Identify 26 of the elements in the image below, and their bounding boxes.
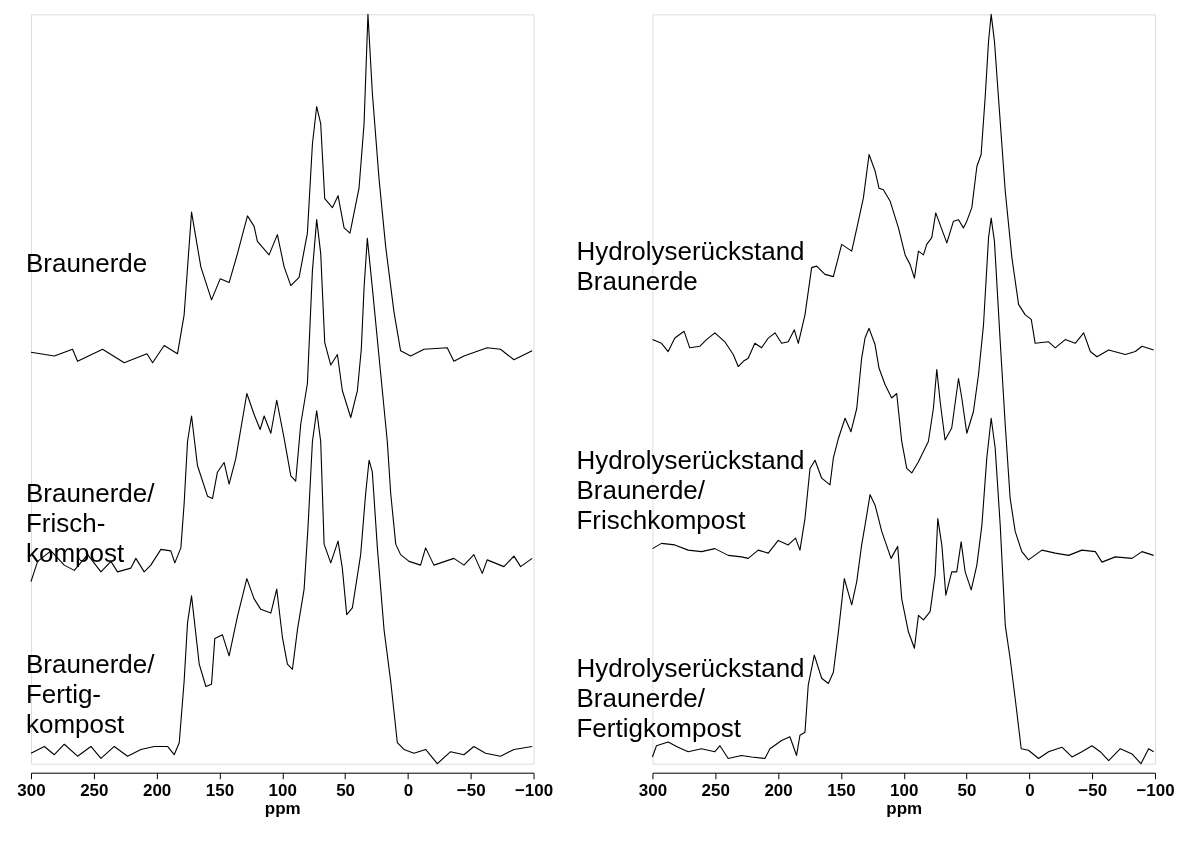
x-tick-label: −100 xyxy=(1136,781,1175,801)
x-axis-title: ppm xyxy=(264,799,301,819)
x-tick-label: −100 xyxy=(514,781,554,801)
x-tick-label: 250 xyxy=(701,781,730,801)
x-tick-label: 300 xyxy=(17,781,46,801)
x-tick-label: 300 xyxy=(638,781,668,801)
x-tick-label: −50 xyxy=(1078,781,1108,801)
x-tick-label: 200 xyxy=(764,781,793,801)
series-label: Braunerde/ Fertig- kompost xyxy=(25,649,156,740)
x-axis-title: ppm xyxy=(886,799,923,819)
x-tick-label: 150 xyxy=(827,781,856,801)
x-tick-label: 250 xyxy=(80,781,109,801)
series-label: Braunerde xyxy=(25,248,148,279)
series-label: Hydrolyserückstand Braunerde xyxy=(576,235,805,296)
x-tick-label: 0 xyxy=(403,781,414,801)
series-label: Braunerde/ Frisch- kompost xyxy=(25,477,156,568)
x-tick-label: −50 xyxy=(456,781,486,801)
x-tick-label: 0 xyxy=(1025,781,1035,801)
x-tick-label: 150 xyxy=(205,781,235,801)
series-label: Hydrolyserückstand Braunerde/ Frischkompost xyxy=(576,444,805,535)
x-tick-label: 50 xyxy=(957,781,977,801)
x-tick-label: 200 xyxy=(142,781,172,801)
x-tick-label: 100 xyxy=(268,781,297,801)
x-tick-label: 100 xyxy=(890,781,919,801)
series-label: Hydrolyserückstand Braunerde/ Fertigkompost xyxy=(576,653,805,743)
x-tick-label: 50 xyxy=(336,781,356,801)
